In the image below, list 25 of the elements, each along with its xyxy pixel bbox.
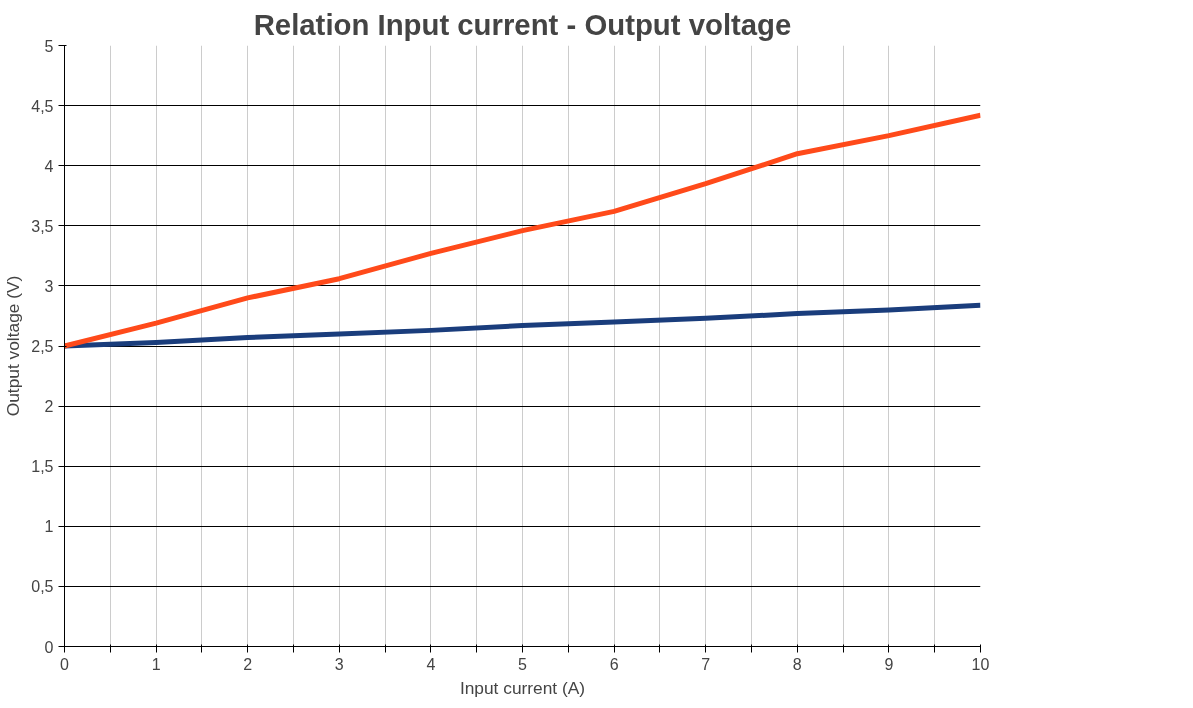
y-tick-label: 4 <box>44 157 54 175</box>
y-tick-label: 0 <box>44 638 54 656</box>
x-tick-label: 10 <box>971 655 990 673</box>
x-tick-label: 2 <box>243 655 253 673</box>
y-tick-label: 2,5 <box>31 338 54 355</box>
x-tick-label: 7 <box>701 655 711 673</box>
y-tick-label: 0,5 <box>31 578 54 596</box>
y-axis-title: Output voltage (V) <box>3 275 24 417</box>
x-axis-title: Input current (A) <box>459 677 586 698</box>
y-tick-label: 1,5 <box>31 458 54 476</box>
x-tick-label: 9 <box>884 655 894 673</box>
y-tick-label: 4,5 <box>31 97 54 115</box>
x-tick-label: 3 <box>334 655 344 673</box>
chart-title: Relation Input current - Output voltage <box>253 7 792 41</box>
x-tick-label: 5 <box>518 655 528 673</box>
y-tick-label: 3,5 <box>31 217 54 235</box>
x-tick-label: 4 <box>426 655 436 673</box>
y-tick-label: 1 <box>44 518 54 536</box>
x-tick-label: 8 <box>792 655 802 673</box>
x-tick-label: 6 <box>609 655 619 673</box>
x-tick-label: 1 <box>151 655 161 673</box>
y-tick-label: 2 <box>44 398 54 416</box>
x-tick-label: 0 <box>60 655 70 673</box>
y-tick-label: 3 <box>44 277 54 295</box>
y-tick-label: 5 <box>44 37 54 55</box>
